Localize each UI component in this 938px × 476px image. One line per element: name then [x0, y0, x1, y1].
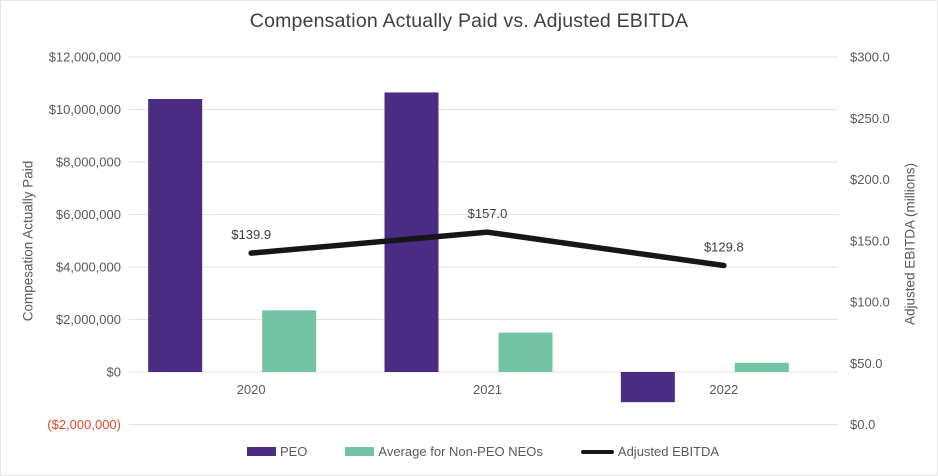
- chart-title: Compensation Actually Paid vs. Adjusted …: [249, 10, 689, 32]
- ebitda-line: [248, 229, 727, 269]
- bar-peo-2021: [384, 92, 439, 372]
- legend: PEO Average for Non-PEO NEOs Adjusted EBIT…: [15, 444, 937, 459]
- line-data-label: $129.8: [704, 239, 744, 254]
- right-axis-tick: $0.0: [850, 417, 875, 432]
- right-axis-tick: $100.0: [850, 295, 890, 310]
- right-axis-tick: $50.0: [850, 356, 883, 371]
- x-axis-label: 2022: [709, 382, 738, 397]
- bar-non-peo-2021: [498, 332, 553, 372]
- legend-label: Average for Non-PEO NEOs: [378, 444, 543, 459]
- legend-item-average-for-non-peo-neos: Average for Non-PEO NEOs: [345, 444, 543, 459]
- right-axis-tick: $200.0: [850, 172, 890, 187]
- left-axis-tick: $8,000,000: [56, 155, 121, 170]
- legend-label: PEO: [279, 444, 308, 459]
- legend-item-adjusted-ebitda: Adjusted EBITDA: [580, 444, 720, 459]
- bar-peo-2022: [620, 372, 675, 403]
- bar-non-peo-2020: [262, 310, 317, 372]
- legend-swatch-bar: [345, 447, 375, 456]
- line-data-label: $157.0: [468, 206, 508, 221]
- right-axis-tick: $250.0: [850, 111, 890, 126]
- right-axis-tick: $150.0: [850, 233, 890, 248]
- bar-peo-2020: [148, 99, 203, 372]
- right-axis-tick: $300.0: [850, 50, 890, 65]
- left-axis-tick: $12,000,000: [49, 50, 121, 65]
- legend-label: Adjusted EBITDA: [617, 444, 720, 459]
- left-axis-tick: $0: [107, 365, 121, 380]
- x-axis-label: 2020: [237, 382, 266, 397]
- legend-swatch-bar: [246, 447, 276, 456]
- bar-non-peo-2022: [734, 362, 789, 372]
- left-axis-tick: $6,000,000: [56, 207, 121, 222]
- left-axis-tick: ($2,000,000): [47, 417, 121, 432]
- x-axis-label: 2021: [473, 382, 502, 397]
- line-data-label: $139.9: [231, 227, 271, 242]
- legend-swatch-line: [580, 449, 614, 454]
- left-axis-tick: $4,000,000: [56, 260, 121, 275]
- left-axis-tick: $10,000,000: [49, 102, 121, 117]
- legend-item-peo: PEO: [246, 444, 308, 459]
- left-axis-tick: $2,000,000: [56, 312, 121, 327]
